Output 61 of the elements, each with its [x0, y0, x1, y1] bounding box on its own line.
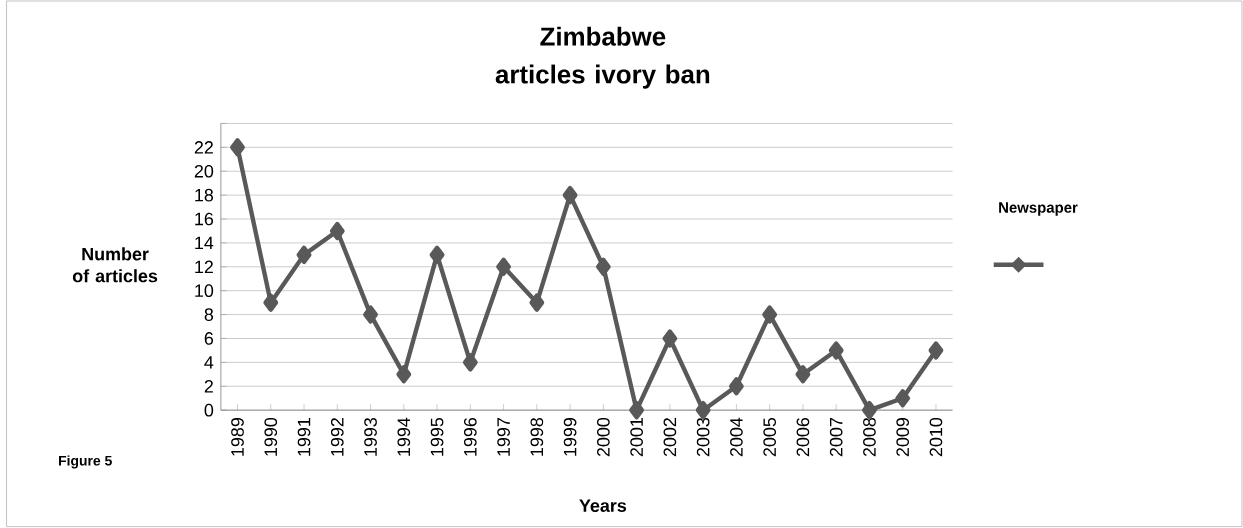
- y-axis-title: Number of articles: [72, 247, 158, 283]
- y-tick-label: 2: [204, 380, 213, 393]
- point: [595, 257, 611, 277]
- point: [462, 353, 478, 372]
- point: [496, 257, 511, 277]
- x-tick-label: 1997: [497, 418, 510, 456]
- point: [529, 293, 545, 312]
- y-tick-label: 4: [204, 356, 214, 369]
- x-tick-label: 1994: [397, 417, 411, 456]
- x-tick-label: 1998: [530, 418, 544, 456]
- caption: Figure 5: [59, 455, 112, 469]
- x-tick-label: 1991: [297, 418, 311, 456]
- point: [629, 401, 645, 420]
- x-tick-label: 2002: [663, 418, 677, 457]
- x-tick-label: 1996: [463, 418, 477, 456]
- y-tick-label: 0: [204, 403, 214, 417]
- x-tick-label: 1999: [563, 418, 577, 456]
- point: [296, 245, 312, 265]
- point: [363, 305, 378, 324]
- point: [263, 293, 279, 312]
- x-tick-label: 1989: [231, 418, 244, 456]
- y-tick-label: 14: [195, 236, 214, 250]
- point: [329, 221, 345, 241]
- point: [562, 186, 578, 205]
- y-tick-label: 8: [204, 308, 214, 322]
- x-tick-label: 2009: [896, 418, 910, 457]
- point: [828, 341, 844, 360]
- y-tick-label: 20: [194, 165, 214, 178]
- x-tick-label: 2006: [796, 418, 810, 457]
- x-tick-label: 2000: [597, 418, 610, 457]
- point: [429, 245, 445, 265]
- y-tick-label: 16: [195, 212, 214, 226]
- x-tick-label: 1995: [430, 418, 444, 456]
- legend-title: Newspaper: [999, 202, 1078, 216]
- y-tick-label: 22: [194, 141, 213, 154]
- point: [728, 377, 744, 396]
- x-tick-label: 1990: [264, 418, 278, 456]
- x-tick-label: 2004: [730, 417, 743, 457]
- point: [695, 401, 711, 420]
- x-tick-label: 1993: [364, 418, 377, 456]
- x-tick-label: 1992: [330, 418, 344, 456]
- point: [928, 341, 944, 360]
- y-tick-label: 6: [204, 332, 214, 346]
- chart-title: Zimbabwe articles ivory ban: [495, 26, 710, 89]
- x-tick-label: 2005: [763, 418, 777, 457]
- point: [862, 401, 877, 420]
- point: [895, 389, 911, 408]
- point: [795, 365, 811, 384]
- x-tick-label: 2008: [863, 418, 876, 457]
- point: [230, 138, 245, 157]
- point: [662, 329, 678, 348]
- y-tick-label: 12: [195, 260, 213, 274]
- x-tick-label: 2001: [630, 418, 643, 457]
- point: [762, 305, 778, 324]
- x-tick-label: 2010: [929, 418, 943, 457]
- point: [396, 365, 412, 384]
- x-axis-title: Years: [579, 499, 627, 513]
- y-tick-label: 18: [195, 188, 214, 202]
- y-tick-label: 10: [195, 284, 214, 298]
- x-tick-label: 2003: [696, 418, 710, 457]
- x-tick-label: 2007: [829, 418, 843, 457]
